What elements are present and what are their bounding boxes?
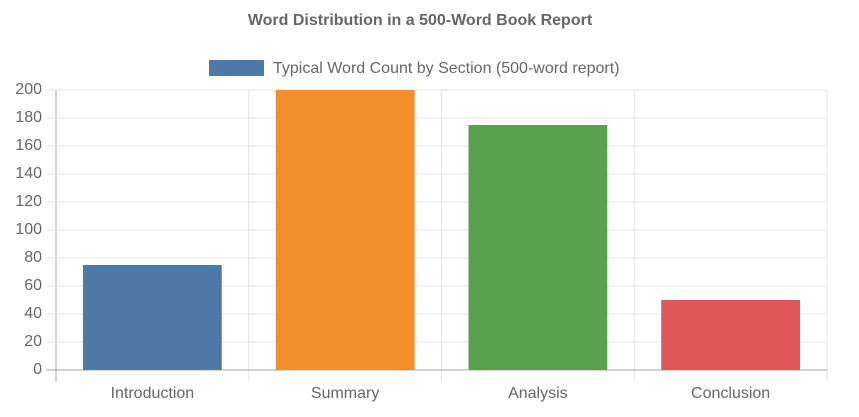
y-tick-label: 60 [24,277,42,294]
y-tick-label: 120 [15,193,42,210]
x-tick-label: Conclusion [691,385,770,402]
y-tick-label: 100 [15,221,42,238]
x-tick-label: Summary [311,385,379,402]
bar [661,300,801,370]
y-tick-label: 160 [15,137,42,154]
legend-label: Typical Word Count by Section (500-word … [273,60,620,77]
y-tick-label: 0 [33,361,42,378]
y-tick-label: 200 [15,81,42,98]
bar [468,125,608,370]
bar [82,265,222,370]
y-tick-label: 40 [24,305,42,322]
x-tick-label: Introduction [111,385,195,402]
y-tick-label: 140 [15,165,42,182]
chart-title: Word Distribution in a 500-Word Book Rep… [248,12,593,29]
y-tick-label: 80 [24,249,42,266]
legend-swatch [209,60,264,76]
x-tick-label: Analysis [508,385,568,402]
bar [275,90,415,370]
y-tick-label: 180 [15,109,42,126]
y-tick-label: 20 [24,333,42,350]
